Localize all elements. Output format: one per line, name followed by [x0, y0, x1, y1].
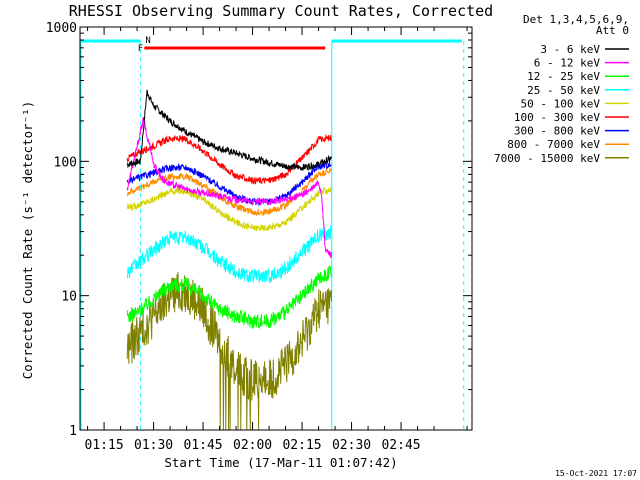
legend-header-0: Det 1,3,4,5,6,9,: [523, 13, 629, 26]
axes: 01:15 01:30 01:45 02:00 02:15 02:30 02:45 1 10 10…: [46, 21, 473, 453]
series-7000-15000keV-line: [126, 272, 332, 431]
flag-marker-f: F: [138, 44, 143, 54]
series-25-50keV-line: [126, 224, 332, 284]
x-tick-label-0115: 01:15: [85, 438, 124, 453]
x-tick-label-0215: 02:15: [282, 438, 321, 453]
legend-label-4: 50 - 100 keV: [521, 97, 601, 110]
series-300-800keV-line: [126, 161, 332, 207]
series-50-100keV-line: [126, 185, 332, 232]
legend-header-1: Att 0: [596, 24, 629, 37]
plot-area: NF: [80, 36, 465, 431]
legend-label-6: 300 - 800 keV: [514, 125, 600, 138]
series-3-6keV-line: [126, 89, 332, 172]
x-tick-label-0245: 02:45: [381, 438, 420, 453]
timestamp: 15-Oct-2021 17:07: [555, 469, 637, 478]
y-tick-label-100: 100: [54, 155, 77, 170]
series-6-12keV-line: [126, 117, 332, 258]
x-tick-label-0230: 02:30: [332, 438, 371, 453]
legend-label-1: 6 - 12 keV: [534, 57, 601, 70]
legend-label-3: 25 - 50 keV: [527, 84, 600, 97]
chart-title: RHESSI Observing Summary Count Rates, Co…: [69, 2, 493, 20]
legend-label-0: 3 - 6 keV: [540, 43, 600, 56]
series-12-25keV-line: [126, 265, 332, 330]
x-tick-label-0200: 02:00: [233, 438, 272, 453]
x-axis-label: Start Time (17-Mar-11 01:07:42): [164, 455, 397, 470]
legend-label-8: 7000 - 15000 keV: [494, 152, 600, 165]
y-tick-label-1: 1: [69, 424, 77, 439]
x-tick-label-0130: 01:30: [134, 438, 173, 453]
plot-frame: [79, 26, 473, 431]
legend-label-7: 800 - 7000 keV: [507, 138, 600, 151]
y-tick-label-10: 10: [61, 290, 77, 305]
flag-marker-n: N: [145, 36, 150, 46]
x-tick-label-0145: 01:45: [184, 438, 223, 453]
y-tick-label-1000: 1000: [46, 21, 77, 36]
legend-label-2: 12 - 25 keV: [527, 70, 600, 83]
series-100-300keV-line: [126, 133, 332, 185]
legend-label-5: 100 - 300 keV: [514, 111, 600, 124]
y-axis-label: Corrected Count Rate (s⁻¹ detector⁻¹): [20, 101, 35, 379]
